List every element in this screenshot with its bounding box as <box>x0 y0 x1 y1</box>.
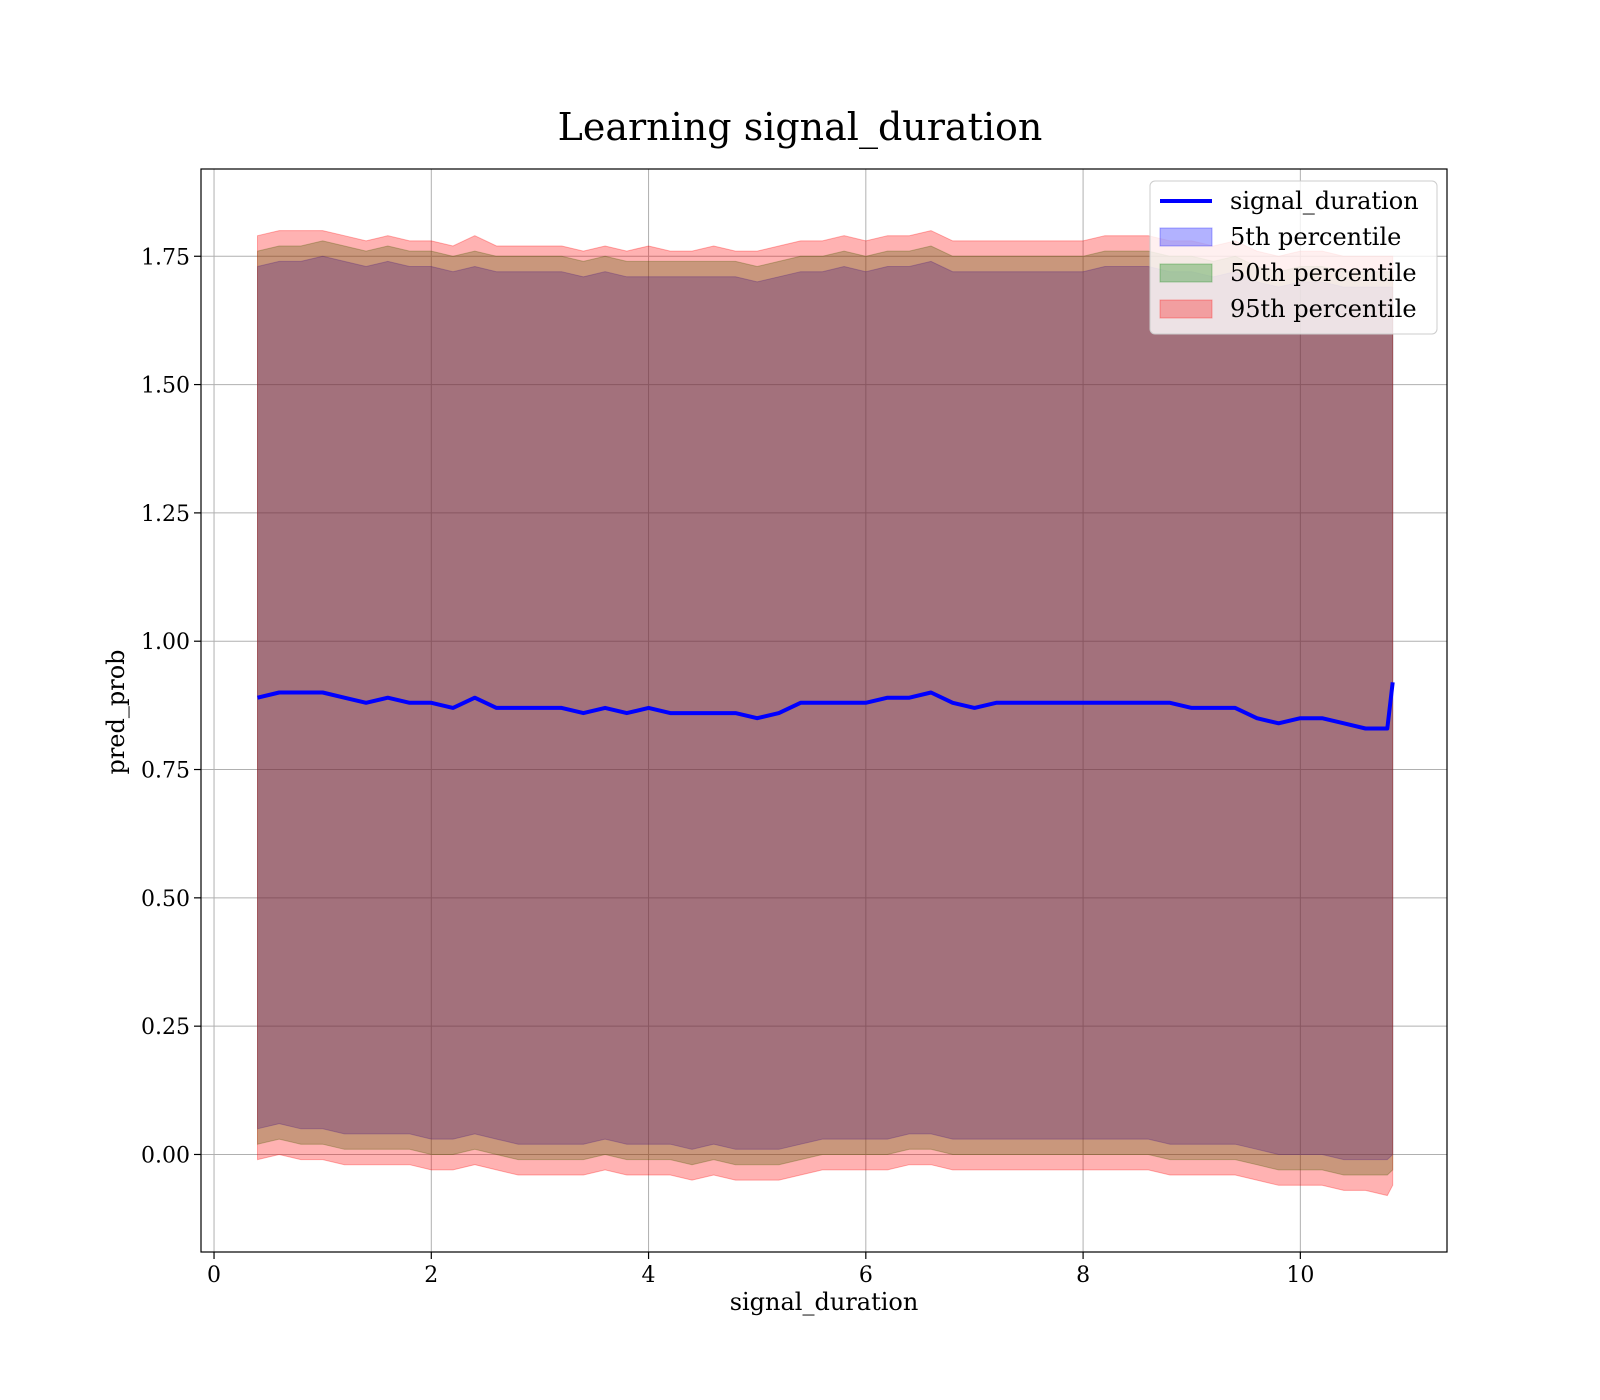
y-tick-label: 1.75 <box>141 245 190 270</box>
x-tick-label: 2 <box>424 1263 438 1288</box>
x-tick-label: 0 <box>207 1263 221 1288</box>
y-tick-label: 0.00 <box>141 1143 190 1168</box>
x-tick-label: 6 <box>859 1263 873 1288</box>
x-axis-ticks: 0 2 4 6 8 10 <box>207 1252 1314 1288</box>
x-axis-label: signal_duration <box>730 1288 919 1316</box>
y-tick-label: 0.75 <box>141 759 190 784</box>
y-tick-label: 1.25 <box>141 502 190 527</box>
legend-entry-label: 95th percentile <box>1230 295 1417 323</box>
band-5th-percentile <box>257 255 1394 1161</box>
legend-entry-label: 5th percentile <box>1230 223 1401 251</box>
legend-entry-label: signal_duration <box>1230 187 1419 215</box>
legend: signal_duration 5th percentile 50th percen… <box>1149 180 1438 335</box>
legend-band-swatch <box>1159 263 1213 283</box>
line-signal-duration <box>257 682 1395 731</box>
plot-frame <box>200 168 1448 1253</box>
chart-title: Learning signal_duration <box>558 105 1043 150</box>
y-tick-label: 1.00 <box>141 630 190 655</box>
legend-entry-label: 50th percentile <box>1230 259 1417 287</box>
y-tick-label: 0.50 <box>141 887 190 912</box>
legend-band-swatch <box>1159 299 1213 319</box>
y-tick-label: 1.50 <box>141 374 190 399</box>
band-50th-percentile <box>257 240 1394 1176</box>
legend-box <box>1149 180 1438 335</box>
series-lines <box>257 682 1395 731</box>
percentile-bands <box>257 230 1394 1197</box>
x-tick-label: 4 <box>642 1263 656 1288</box>
y-tick-label: 0.25 <box>141 1015 190 1040</box>
y-axis-label: pred_prob <box>102 649 130 774</box>
x-tick-label: 8 <box>1076 1263 1090 1288</box>
legend-band-swatch <box>1159 227 1213 247</box>
y-axis-ticks: 0.00 0.25 0.50 0.75 1.00 1.25 1.50 1.75 <box>141 245 201 1168</box>
band-95th-percentile <box>257 230 1394 1197</box>
grid <box>201 169 1447 1252</box>
x-tick-label: 10 <box>1286 1263 1314 1288</box>
